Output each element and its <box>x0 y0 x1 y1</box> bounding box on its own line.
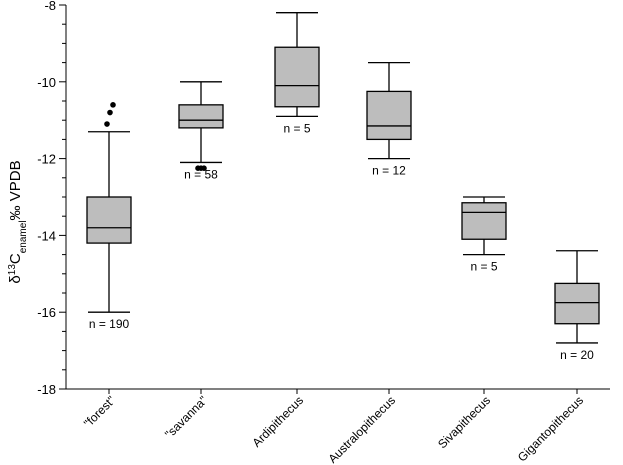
n-label: n = 5 <box>283 121 310 135</box>
box-group: n = 190 <box>86 102 132 331</box>
n-label: n = 5 <box>470 260 497 274</box>
box-group: n = 5 <box>461 196 507 274</box>
y-tick-label: -16 <box>37 305 56 320</box>
outlier-point <box>201 165 207 171</box>
box-iqr <box>366 90 412 141</box>
y-tick-label: -14 <box>37 228 56 243</box>
y-axis-title: δ13Cenamel‰ VPDB <box>7 160 29 283</box>
outlier-point <box>107 109 113 116</box>
y-tick-label: -18 <box>37 382 56 397</box>
x-category-label: "savanna" <box>162 393 210 441</box>
outlier-point <box>110 102 116 108</box>
n-label: n = 190 <box>89 317 130 331</box>
x-category-label: Gigantopithecus <box>515 393 586 464</box>
box-group: n = 20 <box>554 250 600 362</box>
boxes: n = 190 n = 58 n = 5 n = 12 n = 5 n = 20 <box>86 12 600 362</box>
y-tick-label: -12 <box>37 152 56 167</box>
y-axis-title-main: C <box>7 253 24 264</box>
x-category-label: "forest" <box>81 393 118 430</box>
box-group: n = 12 <box>366 61 412 178</box>
box-iqr <box>86 196 132 244</box>
n-label: n = 58 <box>184 167 218 181</box>
outlier-point <box>104 121 110 127</box>
y-tick-label: -10 <box>37 75 56 90</box>
y-axis-title-sup: 13 <box>7 264 18 276</box>
y-axis-title-suffix: ‰ VPDB <box>7 160 24 220</box>
y-axis-title-prefix: δ <box>7 275 24 283</box>
n-label: n = 12 <box>372 164 406 178</box>
n-label: n = 20 <box>560 348 594 362</box>
x-category-label: Ardipithecus <box>250 393 307 450</box>
x-category-label: Sivapithecus <box>435 393 493 451</box>
box-iqr <box>554 282 600 325</box>
x-category-label: Australopithecus <box>325 393 398 465</box>
y-tick-label: -8 <box>44 0 56 13</box>
box-iqr <box>274 46 320 108</box>
box-group: n = 5 <box>274 12 320 135</box>
box-iqr <box>178 104 224 129</box>
y-axis-title-sub: enamel <box>18 220 29 253</box>
box-iqr <box>461 202 507 240</box>
box-group: n = 58 <box>178 81 224 181</box>
